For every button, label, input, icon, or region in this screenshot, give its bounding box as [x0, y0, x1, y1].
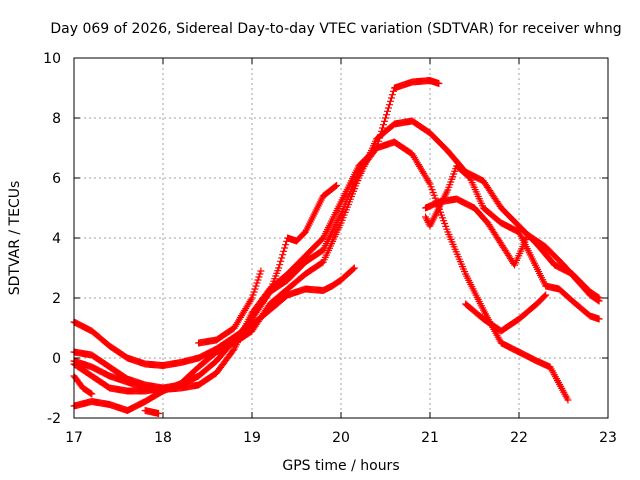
data-point [248, 294, 256, 302]
data-point [595, 315, 603, 323]
plot-area [70, 77, 603, 417]
data-point [595, 297, 603, 305]
data-point [88, 390, 96, 398]
data-point [387, 94, 395, 102]
data-point [542, 291, 550, 299]
data-series [248, 77, 443, 320]
x-tick-label: 20 [332, 430, 350, 446]
data-point [382, 114, 389, 122]
data-series [195, 267, 265, 347]
data-point [541, 292, 549, 300]
y-tick-label: 6 [52, 171, 61, 187]
data-point [372, 145, 380, 153]
data-point [378, 127, 386, 135]
data-series [70, 264, 358, 369]
data-point [256, 270, 264, 278]
data-point [382, 111, 390, 119]
data-point [564, 396, 572, 404]
data-point [87, 389, 95, 397]
data-point [384, 104, 392, 112]
y-tick-label: 0 [52, 351, 61, 367]
y-tick-label: -2 [47, 411, 61, 427]
data-point [159, 384, 167, 392]
data-point [377, 131, 385, 139]
data-point [281, 244, 289, 252]
data-point [349, 265, 357, 273]
y-tick-label: 2 [52, 291, 61, 307]
x-axis-label: GPS time / hours [282, 458, 399, 474]
data-point [375, 137, 383, 145]
data-point [252, 282, 260, 290]
data-series [141, 407, 163, 417]
data-point [374, 141, 382, 149]
data-point [373, 144, 381, 152]
x-tick-label: 19 [243, 430, 261, 446]
chart-title: Day 069 of 2026, Sidereal Day-to-day VTE… [50, 21, 621, 37]
data-point [381, 117, 389, 125]
y-tick-label: 4 [52, 231, 61, 247]
data-point [350, 264, 358, 272]
data-point [332, 182, 340, 190]
data-point [380, 121, 388, 129]
data-series [70, 372, 96, 398]
data-point [250, 288, 258, 296]
data-point [282, 241, 290, 249]
data-point [333, 182, 341, 189]
data-point [280, 247, 288, 255]
data-point [383, 107, 391, 115]
data-point [155, 410, 163, 417]
data-point [379, 124, 387, 132]
x-tick-label: 18 [154, 430, 172, 446]
y-tick-label: 8 [52, 111, 61, 127]
data-point [386, 97, 394, 105]
axis-ticks: 17 18 19 20 21 22 23 -2 0 2 4 6 8 10 [43, 51, 617, 446]
data-point [275, 264, 283, 272]
data-point [257, 267, 265, 275]
data-point [255, 273, 263, 281]
data-point [388, 91, 396, 99]
data-point [594, 296, 602, 304]
data-point [249, 291, 257, 299]
data-series [70, 360, 167, 395]
x-tick-label: 21 [421, 430, 439, 446]
data-point [385, 101, 393, 109]
data-point [435, 80, 443, 87]
x-tick-label: 17 [65, 430, 83, 446]
data-point [229, 346, 237, 354]
x-tick-label: 23 [599, 430, 617, 446]
y-tick-label: 10 [43, 51, 61, 67]
data-point [279, 251, 287, 259]
data-point [251, 285, 259, 293]
data-point [376, 134, 384, 142]
data-point [389, 87, 397, 95]
data-point [278, 254, 286, 262]
data-series [462, 291, 550, 335]
x-tick-label: 22 [510, 430, 528, 446]
y-axis-label: SDTVAR / TECUs [7, 181, 23, 296]
data-series [422, 162, 603, 323]
data-point [276, 261, 284, 269]
data-series [422, 195, 603, 305]
data-point [277, 257, 285, 265]
data-point [253, 279, 261, 287]
data-point [254, 276, 262, 284]
